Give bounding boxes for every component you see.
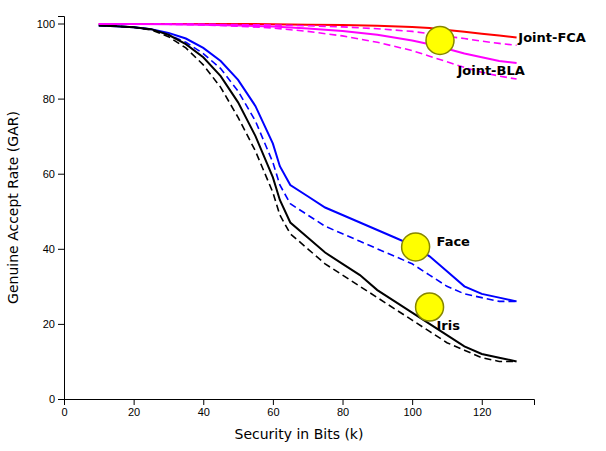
y-axis-line xyxy=(58,17,65,400)
x-tick: 40 xyxy=(198,399,210,418)
y-tick-mark xyxy=(58,324,64,325)
chart: 020406080100120020406080100Joint-FCAJoin… xyxy=(0,0,606,451)
y-tick-label: 60 xyxy=(43,168,55,180)
y-tick-label: 20 xyxy=(43,318,55,330)
x-axis-line xyxy=(65,400,535,406)
y-tick: 100 xyxy=(37,18,64,30)
x-tick-label: 40 xyxy=(198,406,210,418)
annotation: Joint-BLA xyxy=(456,63,524,78)
y-tick-mark xyxy=(58,99,64,100)
point xyxy=(426,26,454,54)
x-axis: 0 20 40 60 80 100 120 xyxy=(61,399,534,418)
plot: 020406080100120020406080100Joint-FCAJoin… xyxy=(37,17,586,418)
line xyxy=(99,25,517,301)
y-tick: 0 xyxy=(49,393,64,405)
line xyxy=(99,25,517,301)
x-tick-mark xyxy=(273,399,274,405)
line xyxy=(99,25,517,361)
x-tick: 80 xyxy=(337,399,349,418)
x-tick-mark xyxy=(412,399,413,405)
y-tick-label: 0 xyxy=(49,393,55,405)
y-axis-title: Genuine Accept Rate (GAR) xyxy=(5,111,21,304)
y-tick: 80 xyxy=(43,93,64,105)
x-tick: 60 xyxy=(267,399,279,418)
annotations: Joint-FCA Joint-BLA Face Iris xyxy=(437,30,586,333)
annotation: Iris xyxy=(437,318,461,333)
point xyxy=(416,293,444,321)
y-axis: 0 20 40 60 80 100 xyxy=(37,17,65,406)
y-tick: 20 xyxy=(43,318,64,330)
x-tick: 20 xyxy=(128,399,140,418)
y-tick: 40 xyxy=(43,243,64,255)
line xyxy=(99,24,517,63)
y-tick-label: 80 xyxy=(43,93,55,105)
line xyxy=(99,24,517,79)
x-tick: 0 xyxy=(61,399,67,418)
annotation: Face xyxy=(437,234,471,249)
y-tick-mark xyxy=(58,174,64,175)
y-tick-label: 100 xyxy=(37,18,55,30)
y-tick-label: 40 xyxy=(43,243,55,255)
x-tick-mark xyxy=(134,399,135,405)
marks xyxy=(99,24,517,362)
x-tick-label: 120 xyxy=(473,406,491,418)
annotation: Joint-FCA xyxy=(517,30,586,45)
y-tick-mark xyxy=(58,399,64,400)
y-tick-mark xyxy=(58,249,64,250)
x-tick: 100 xyxy=(403,399,421,418)
x-tick-label: 60 xyxy=(267,406,279,418)
x-tick-label: 0 xyxy=(61,406,67,418)
x-tick-mark xyxy=(203,399,204,405)
point xyxy=(402,233,430,261)
y-tick-mark xyxy=(58,24,64,25)
x-tick-label: 100 xyxy=(403,406,421,418)
x-axis-title: Security in Bits (k) xyxy=(235,426,364,442)
x-tick-mark xyxy=(482,399,483,405)
x-tick-label: 80 xyxy=(337,406,349,418)
y-tick: 60 xyxy=(43,168,64,180)
x-tick-mark xyxy=(343,399,344,405)
x-tick: 120 xyxy=(473,399,491,418)
line xyxy=(99,25,517,361)
x-tick-label: 20 xyxy=(128,406,140,418)
